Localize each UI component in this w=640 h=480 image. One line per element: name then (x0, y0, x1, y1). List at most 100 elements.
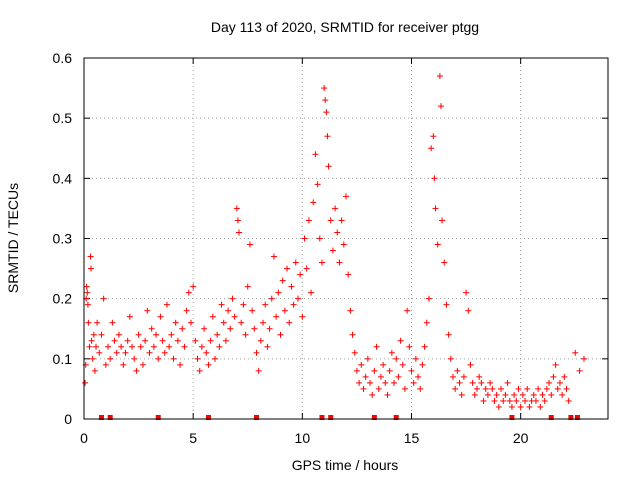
data-point (281, 307, 288, 314)
data-point (406, 343, 413, 350)
data-point (209, 313, 216, 320)
gap-marker (548, 415, 554, 420)
gap-marker (393, 415, 399, 420)
gap-marker (371, 415, 377, 420)
gap-marker (107, 415, 113, 420)
data-point (360, 385, 367, 392)
data-point (150, 343, 157, 350)
data-point (321, 85, 328, 92)
data-point (93, 343, 100, 350)
data-point (469, 379, 476, 386)
data-point (244, 283, 251, 290)
data-point (196, 367, 203, 374)
data-point (491, 397, 498, 404)
data-point (212, 355, 218, 362)
x-axis-label: GPS time / hours (292, 457, 399, 473)
data-point (115, 331, 122, 338)
data-point (532, 397, 539, 404)
data-point (144, 307, 151, 314)
y-axis-label: SRMTID / TECUs (5, 183, 21, 293)
data-point (412, 355, 419, 362)
y-tick-label: 0.2 (53, 291, 73, 307)
data-point (537, 403, 544, 410)
data-point (349, 331, 356, 338)
data-point (449, 373, 456, 380)
data-point (425, 295, 432, 302)
x-tick-label: 20 (513, 430, 529, 446)
data-point (439, 217, 446, 224)
data-point (277, 331, 284, 338)
data-point (428, 145, 435, 152)
data-point (286, 319, 293, 326)
data-point (454, 367, 461, 374)
data-point (91, 367, 98, 374)
data-point (347, 307, 354, 314)
plot-frame (83, 57, 609, 420)
data-point (543, 385, 550, 392)
data-point (391, 379, 398, 386)
data-point (177, 361, 184, 368)
data-point (194, 355, 201, 362)
data-point (465, 307, 472, 314)
data-point (84, 301, 91, 308)
data-point (415, 373, 422, 380)
chart-title: Day 113 of 2020, SRMTID for receiver ptg… (211, 19, 479, 35)
data-point (94, 319, 101, 326)
data-point (437, 103, 444, 110)
data-point (90, 331, 97, 338)
gap-marker (205, 415, 211, 420)
data-point (431, 175, 438, 182)
gap-marker (328, 415, 334, 420)
x-tick-label: 0 (80, 430, 88, 446)
data-point (404, 307, 411, 314)
x-tick-label: 15 (404, 430, 420, 446)
data-point (550, 373, 557, 380)
data-point (314, 181, 321, 188)
data-point (142, 337, 149, 344)
data-point (332, 205, 339, 212)
data-point (452, 385, 459, 392)
data-point (85, 319, 92, 326)
data-point (364, 355, 371, 362)
data-point (225, 307, 232, 314)
y-tick-label: 0 (64, 411, 72, 427)
data-point (482, 385, 489, 392)
data-point (338, 217, 345, 224)
data-point (312, 151, 319, 158)
data-point (502, 391, 509, 398)
data-point (179, 325, 186, 332)
data-point (234, 217, 241, 224)
data-point (561, 373, 568, 380)
gap-marker (98, 415, 104, 420)
data-point (301, 235, 308, 242)
data-point (580, 355, 587, 362)
data-point (353, 367, 360, 374)
data-point (552, 361, 559, 368)
data-point (478, 379, 485, 386)
data-point (220, 319, 227, 326)
gap-marker (319, 415, 325, 420)
data-point (198, 343, 205, 350)
data-point (100, 295, 107, 302)
data-point (493, 391, 500, 398)
data-point (284, 265, 291, 272)
data-point (498, 385, 505, 392)
gap-marker (253, 415, 259, 420)
data-point (522, 397, 529, 404)
data-point (456, 379, 463, 386)
data-point (380, 361, 387, 368)
data-point (146, 349, 153, 356)
data-point (530, 391, 537, 398)
data-point (458, 391, 465, 398)
data-point (511, 391, 518, 398)
data-point (322, 97, 329, 104)
data-point (443, 301, 450, 308)
data-point (310, 199, 317, 206)
data-point (192, 337, 199, 344)
data-point (484, 391, 491, 398)
data-point (270, 253, 277, 260)
data-points (82, 73, 587, 410)
data-point (401, 385, 408, 392)
data-point (102, 361, 109, 368)
